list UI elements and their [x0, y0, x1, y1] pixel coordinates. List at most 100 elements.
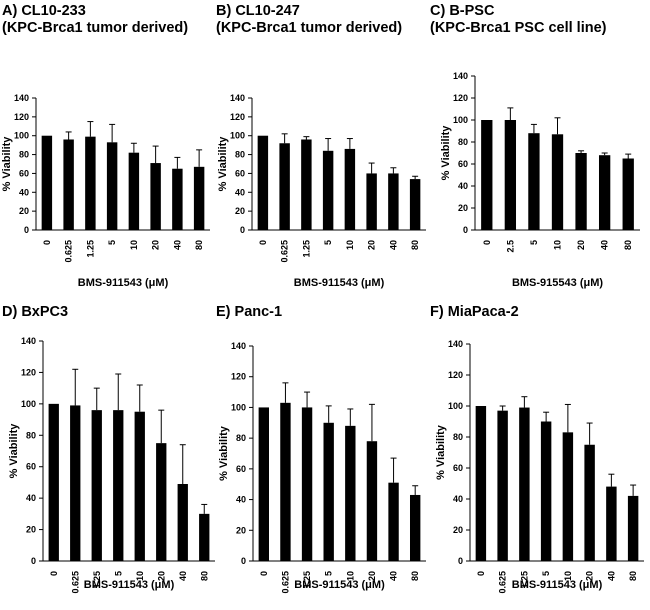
error-bar	[347, 408, 354, 426]
error-bar	[130, 142, 137, 153]
y-axis-title: % Viability	[435, 424, 447, 480]
y-tick-label: 100	[14, 131, 29, 141]
bar	[63, 139, 74, 230]
x-tick-label: 0.625	[64, 240, 74, 263]
error-bar	[521, 396, 528, 408]
panel-title-line2: (KPC-Brca1 PSC cell line)	[430, 20, 607, 36]
panel-title-line1: B) CL10-247	[216, 3, 300, 19]
error-bar	[499, 405, 506, 411]
bar	[366, 173, 377, 230]
panel-title-line1: C) B-PSC	[430, 3, 495, 19]
x-tick-label: 0	[49, 571, 59, 576]
bar	[323, 422, 334, 561]
panel-title-line1: D) BxPC3	[2, 304, 69, 320]
chart-a: 0 20 40 60 80 100 120 140 0 0.625 1.25 5 10 20 40 80 % V…	[1, 93, 210, 289]
bar	[156, 443, 167, 561]
panel-f: F) MiaPaca-2 0 20 40 60 80 100 120 140 0 0.625 1.2…	[428, 296, 650, 610]
bar	[528, 133, 540, 230]
y-tick-label: 100	[230, 131, 245, 141]
bar	[584, 444, 595, 561]
x-tick-label: 10	[563, 571, 573, 581]
y-tick-label: 0	[31, 556, 36, 566]
error-bar	[179, 444, 186, 484]
y-tick-label: 100	[448, 401, 463, 411]
x-tick-label: 80	[410, 240, 420, 250]
error-bar	[158, 409, 165, 444]
error-bar	[412, 175, 419, 180]
x-tick-label: 1.25	[92, 571, 102, 589]
panel-title: A) CL10-233 (KPC-Brca1 tumor derived)	[2, 3, 188, 37]
x-tick-label: 5	[324, 571, 334, 576]
bar	[279, 143, 290, 230]
error-bar	[368, 162, 375, 174]
error-bar	[72, 368, 79, 406]
error-bar	[530, 123, 537, 134]
error-bar	[303, 136, 310, 140]
y-tick-label: 40	[19, 187, 29, 197]
panel-title: E) Panc-1	[216, 304, 282, 321]
y-tick-label: 80	[19, 150, 29, 160]
bar	[606, 486, 617, 561]
x-tick-label: 80	[623, 240, 633, 250]
y-tick-label: 120	[448, 370, 463, 380]
x-tick-label: 20	[367, 240, 377, 250]
error-bar	[304, 391, 311, 408]
error-bar	[390, 457, 397, 483]
x-tick-label: 0.625	[280, 240, 290, 263]
bar	[627, 495, 639, 561]
bar	[258, 407, 270, 561]
x-tick-label: 20	[156, 571, 166, 581]
x-tick-label: 40	[178, 571, 188, 581]
error-bar	[586, 422, 593, 445]
x-axis-title: BMS-911543 (μM)	[294, 579, 385, 591]
x-tick-label: 20	[576, 240, 586, 250]
x-tick-label: 0.625	[498, 571, 508, 594]
error-bar	[507, 107, 514, 120]
chart-c: 0 20 40 60 80 100 120 140 0 2.5 5 10 20 40 80 % Viabili…	[440, 71, 640, 289]
bar	[562, 432, 574, 561]
bar	[475, 406, 487, 561]
x-tick-label: 1.25	[301, 240, 311, 258]
error-bar	[325, 138, 332, 151]
y-tick-label: 40	[26, 493, 36, 503]
y-axis-title: % Viability	[217, 136, 229, 192]
y-tick-label: 40	[458, 181, 468, 191]
bar	[481, 120, 493, 230]
y-tick-label: 140	[21, 336, 36, 346]
bar	[85, 136, 96, 230]
error-bar	[282, 382, 289, 403]
x-tick-label: 10	[345, 571, 355, 581]
panel-a: A) CL10-233 (KPC-Brca1 tumor derived) 0 2…	[0, 0, 216, 300]
y-tick-label: 140	[453, 71, 468, 81]
x-tick-label: 2.5	[505, 240, 515, 253]
bar	[504, 120, 517, 230]
bar	[388, 173, 399, 230]
bar	[540, 421, 552, 561]
panel-title-line1: A) CL10-233	[2, 3, 86, 19]
bar	[134, 411, 145, 561]
x-tick-label: 5	[107, 240, 117, 245]
bar	[598, 155, 611, 230]
error-bar	[412, 485, 419, 495]
panel-title-line2: (KPC-Brca1 tumor derived)	[216, 20, 403, 36]
y-tick-label: 0	[24, 225, 29, 235]
y-tick-label: 120	[14, 112, 29, 122]
y-tick-label: 40	[453, 494, 463, 504]
x-tick-label: 5	[323, 240, 333, 245]
y-tick-label: 140	[230, 93, 245, 103]
y-tick-label: 20	[236, 525, 246, 535]
y-tick-label: 0	[240, 225, 245, 235]
bar	[301, 139, 312, 230]
bar	[41, 135, 53, 230]
x-tick-label: 10	[129, 240, 139, 250]
bar	[497, 410, 508, 561]
y-tick-label: 60	[235, 168, 245, 178]
x-tick-label: 0	[42, 240, 52, 245]
bar	[344, 148, 356, 230]
y-tick-label: 20	[235, 206, 245, 216]
bar	[128, 152, 140, 230]
y-tick-label: 80	[453, 432, 463, 442]
panel-title: C) B-PSC (KPC-Brca1 PSC cell line)	[430, 3, 606, 37]
y-tick-label: 20	[458, 203, 468, 213]
x-axis-title: BMS-915543 (μM)	[512, 277, 603, 289]
